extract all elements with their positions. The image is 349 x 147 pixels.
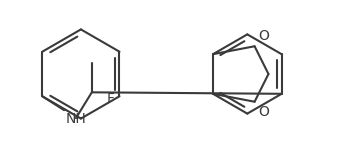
Text: NH: NH [66, 112, 87, 126]
Text: F: F [106, 92, 114, 106]
Text: O: O [259, 29, 269, 43]
Text: O: O [259, 105, 269, 119]
